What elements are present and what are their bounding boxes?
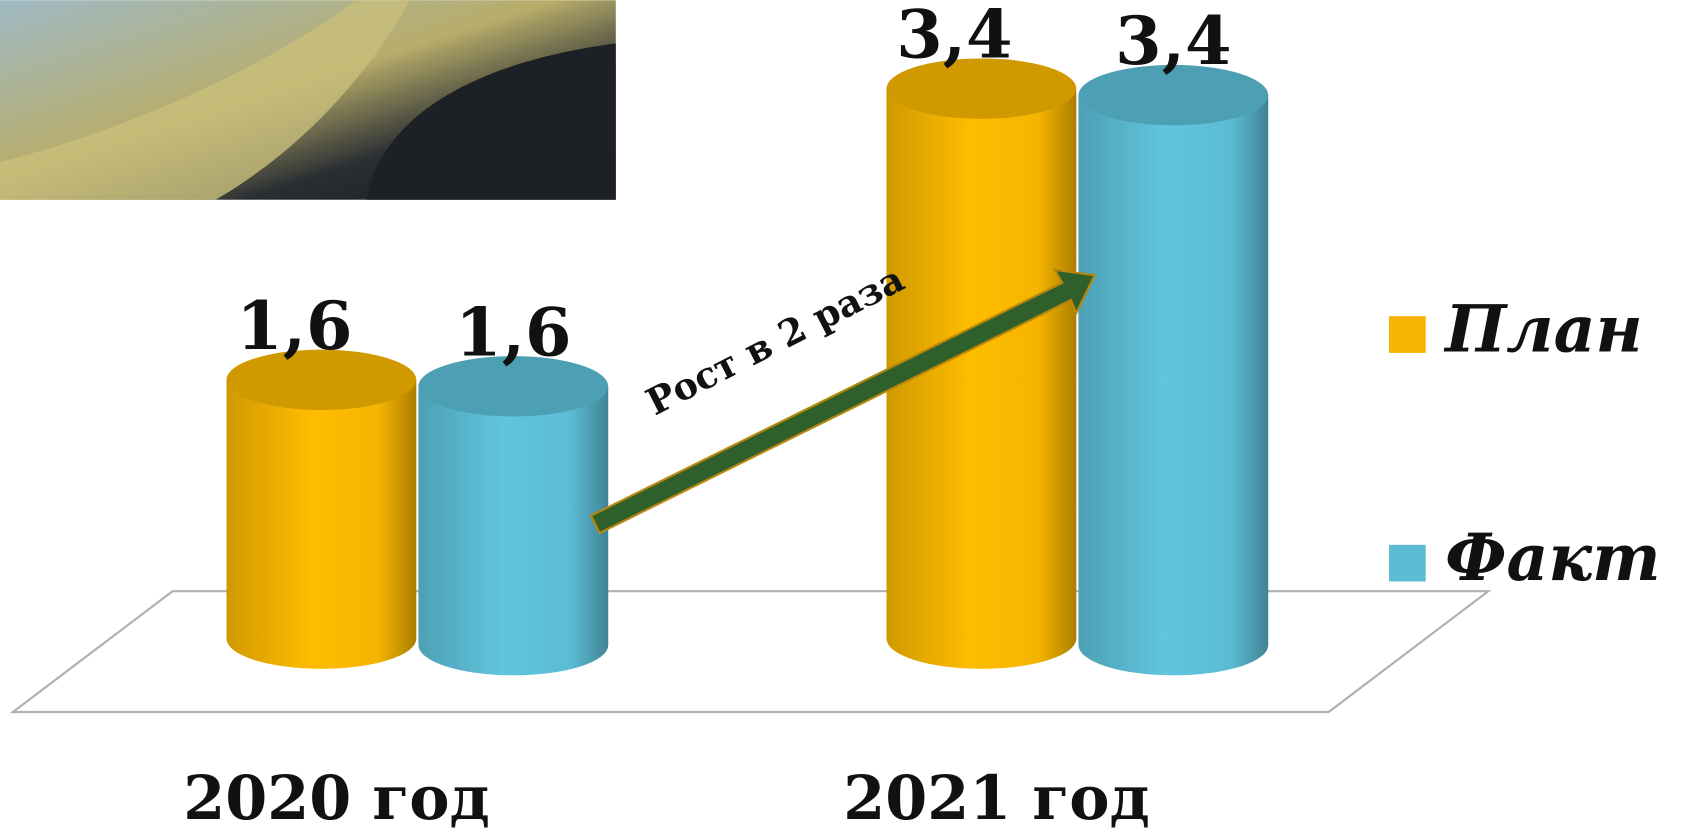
category-label: 2021 год (843, 763, 1150, 833)
cylinder (226, 349, 417, 669)
cylinder-top (1078, 64, 1269, 126)
cylinder (418, 356, 609, 676)
value-label: 3,4 (1115, 1, 1231, 80)
value-label: 3,4 (896, 0, 1012, 74)
category-label: 2020 год (183, 763, 490, 833)
photo-rocks (366, 43, 616, 200)
growth-arrow (589, 268, 1097, 535)
cylinder-top (418, 356, 609, 417)
cylinder-body (418, 386, 609, 676)
value-label: 1,6 (236, 286, 352, 365)
cylinder-body (1078, 95, 1269, 676)
floor (9, 590, 1492, 714)
legend-label: Факт (1445, 520, 1661, 596)
legend-swatch (1389, 544, 1426, 582)
cylinder (1078, 64, 1269, 676)
photo (0, 0, 616, 200)
legend-swatch (1389, 316, 1426, 353)
cylinder-body (886, 88, 1077, 669)
cylinder-top (886, 58, 1077, 119)
cylinder (886, 58, 1077, 669)
cylinder-top (226, 349, 417, 411)
plot: 1,6 1,6 2020 год 3,4 3,4 2021 год (183, 0, 1269, 833)
arrow (589, 268, 1097, 535)
cylinder-body (226, 379, 417, 669)
photo-stream (0, 0, 410, 200)
value-label: 1,6 (455, 292, 571, 371)
legend-label: План (1443, 292, 1643, 368)
